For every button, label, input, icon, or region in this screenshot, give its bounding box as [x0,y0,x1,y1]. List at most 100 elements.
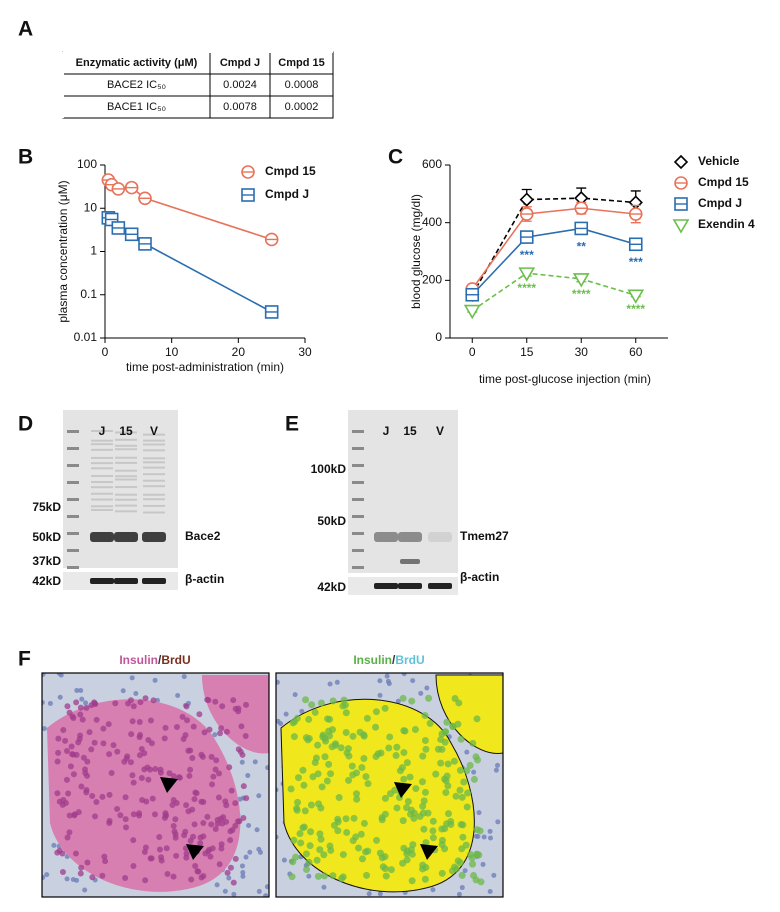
islet-cell [301,807,309,815]
smear [91,508,113,511]
islet-cell [71,812,78,819]
islet-cell [138,745,145,752]
nucleus [299,708,305,714]
islet-cell [60,726,67,733]
islet-cell [130,703,137,710]
size-marker: 37kD [32,554,61,568]
islet-cell [123,755,130,762]
nucleus [487,828,493,834]
nucleus [212,732,218,738]
data-point [519,192,534,207]
nucleus [79,696,85,702]
islet-cell [315,800,323,808]
islet-cell [314,770,322,778]
nucleus [129,675,135,681]
band [114,578,138,584]
islet-cell [82,769,89,776]
islet-cell [123,824,130,831]
nucleus [292,692,298,698]
ladder-band [67,566,79,569]
islet-cell [302,850,310,858]
islet-cell [88,746,95,753]
islet-cell [150,697,157,704]
islet-cell [458,793,466,801]
islet-cell [227,864,234,871]
islet-cell [54,790,61,797]
nucleus [64,876,70,882]
islet-cell [296,830,304,838]
nucleus [239,759,245,765]
islet-cell [187,747,194,754]
series-line [471,207,636,290]
islet-cell [83,787,90,794]
nucleus [78,687,84,693]
nucleus [475,834,481,840]
y-tick-label: 10 [84,200,98,214]
legend-marker [672,219,690,234]
islet-cell [218,725,225,732]
nucleus [471,769,477,775]
islet-cell [360,819,368,827]
islet-cell [444,760,452,768]
islet-cell [443,718,451,726]
islet-cell [191,796,198,803]
islet-cell [460,778,468,786]
smear [91,430,113,433]
islet-cell [137,699,144,706]
panel-label: D [18,413,33,436]
islet-cell [79,716,86,723]
islet-cell [204,813,211,820]
band [142,532,166,542]
islet-cell [70,771,77,778]
panel-label: F [18,648,31,671]
table-header: Cmpd J [220,57,260,69]
islet-cell [215,794,222,801]
islet-cell [145,776,152,783]
islet-cell [309,773,317,781]
islet-cell [68,743,75,750]
islet-cell [65,790,72,797]
islet-cell [385,744,393,752]
islet-cell [454,857,462,865]
smear [91,456,113,459]
islet-cell [173,799,180,806]
islet-cell [214,820,221,827]
islet-cell [441,845,449,853]
nucleus [494,762,500,768]
islet-cell [223,728,230,735]
islet-cell [190,833,197,840]
smear [143,466,165,469]
nucleus [42,875,46,881]
nucleus [239,863,245,869]
data-point [627,289,645,304]
islet-cell [327,770,335,778]
islet-cell [77,870,84,877]
islet-cell [358,764,366,772]
ladder-band [352,532,364,535]
islet-cell [232,822,239,829]
islet-cell [363,871,371,879]
panel-label: E [285,413,299,436]
smear [143,443,165,446]
islet-cell [419,802,427,810]
x-axis-label: time post-administration (min) [126,360,284,374]
nucleus [252,759,258,765]
islet-cell [110,742,117,749]
islet-cell [77,711,84,718]
ladder-band [67,515,79,518]
lane-label: 15 [403,424,417,438]
islet-cell [437,759,445,767]
islet-cell [89,874,96,881]
lane-label: 15 [119,424,133,438]
islet-cell [101,853,108,860]
islet-cell [200,833,207,840]
nucleus [226,875,232,881]
islet-cell [106,817,113,824]
smear [91,439,113,442]
islet-cell [326,732,334,740]
islet-cell [193,790,200,797]
x-tick-label: 15 [520,345,534,359]
table-cell: 0.0078 [223,101,257,113]
nucleus [334,679,340,685]
islet-cell [141,849,148,856]
